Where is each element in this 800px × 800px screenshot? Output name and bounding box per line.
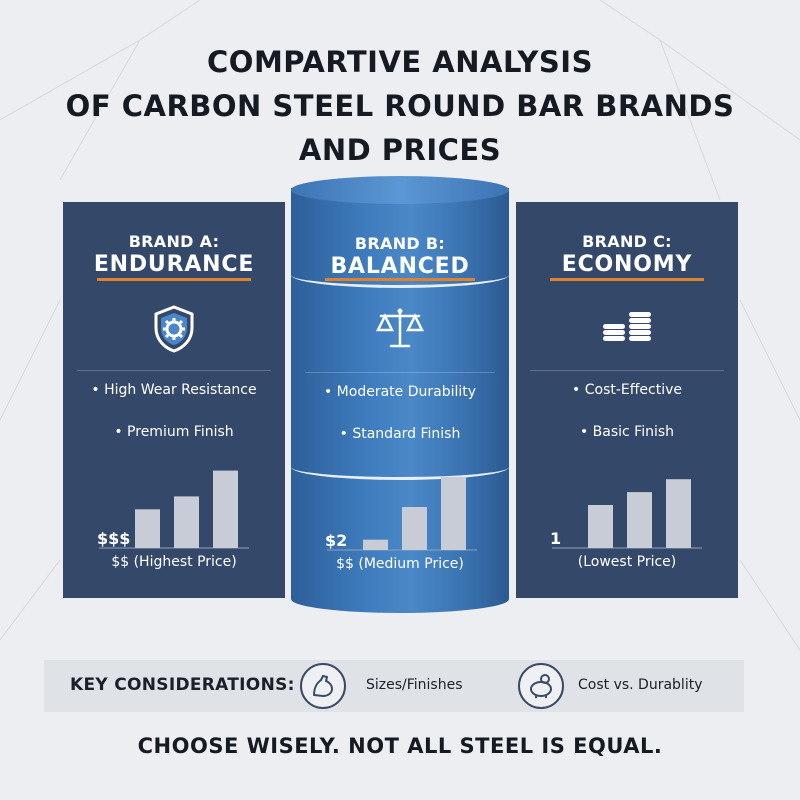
- brand-b-divider: [305, 372, 495, 373]
- footer-slogan: CHOOSE WISELY. NOT ALL STEEL IS EQUAL.: [137, 734, 663, 758]
- brand-b-price-label: $$ (Medium Price): [336, 556, 464, 572]
- key-considerations-label: KEY CONSIDERATIONS:: [70, 675, 295, 695]
- title-line-1: COMPARTIVE ANALYSIS: [207, 45, 593, 79]
- price-bar-3: [213, 470, 238, 548]
- brand-c-underline: [550, 278, 704, 281]
- brand-a-feature-2: • Premium Finish: [114, 424, 234, 440]
- brand-c-feature-2: • Basic Finish: [579, 424, 675, 440]
- piggy-bank-icon: [518, 663, 564, 709]
- title-line-2: OF CARBON STEEL ROUND BAR BRANDS: [65, 89, 735, 123]
- brand-a-divider: [77, 370, 271, 371]
- price-bar-1: [588, 505, 613, 548]
- price-symbol: 1: [550, 529, 561, 548]
- key-considerations-bar: KEY CONSIDERATIONS: Sizes/Finishes Cost …: [44, 660, 744, 712]
- brand-b-panel: BRAND B: BALANCED • Moderate Durability …: [291, 204, 509, 600]
- price-bar-2: [402, 507, 427, 550]
- flexed-arm-icon: [300, 663, 346, 709]
- title-line-3: AND PRICES: [298, 133, 502, 167]
- brand-c-price-chart: 1: [550, 479, 702, 549]
- brand-a-name: BRAND A:: [128, 232, 220, 251]
- brand-b-underline: [325, 278, 475, 281]
- scale-icon: [375, 308, 425, 348]
- page-title: COMPARTIVE ANALYSIS OF CARBON STEEL ROUN…: [0, 40, 800, 172]
- key-item-cost: Cost vs. Durablity: [578, 677, 703, 693]
- brand-c-panel: BRAND C: ECONOMY • Cost-Effective • Basi…: [516, 202, 738, 598]
- price-symbol: $$$: [97, 529, 130, 548]
- cylinder-band-upper: [291, 262, 509, 288]
- coin-stacks-icon: [603, 312, 651, 341]
- brand-a-panel: BRAND A: ENDURANCE • High Wear Resistanc…: [63, 202, 285, 598]
- brand-c-tag: ECONOMY: [561, 252, 693, 277]
- brand-c-feature-1: • Cost-Effective: [572, 382, 682, 398]
- brand-b-price-chart: $2: [325, 476, 477, 551]
- price-bar-1: [363, 539, 388, 550]
- cylinder-band-lower: [291, 454, 509, 480]
- price-symbol: $2: [325, 531, 347, 550]
- price-bar-2: [174, 496, 199, 548]
- brand-c-divider: [530, 370, 724, 371]
- brand-b-tag: BALANCED: [330, 254, 470, 279]
- brand-b-cylinder: [291, 188, 509, 613]
- brand-a-price-label: $$ (Highest Price): [111, 554, 237, 570]
- price-bar-3: [441, 476, 466, 550]
- brand-c-price-label: (Lowest Price): [577, 554, 677, 570]
- brand-b-cylinder-top: [291, 176, 509, 204]
- price-bar-3: [666, 479, 691, 548]
- brand-b-feature-2: • Standard Finish: [339, 426, 461, 442]
- brand-a-underline: [97, 278, 251, 281]
- shield-gear-icon: [154, 305, 194, 353]
- price-bar-2: [627, 492, 652, 548]
- price-bar-1: [135, 509, 160, 548]
- brand-b-feature-1: • Moderate Durability: [323, 384, 477, 400]
- brand-b-name: BRAND B:: [354, 234, 446, 253]
- key-item-sizes: Sizes/Finishes: [366, 677, 463, 693]
- brand-a-price-chart: $$$: [97, 470, 249, 549]
- brand-a-feature-1: • High Wear Resistance: [91, 382, 257, 398]
- brand-c-name: BRAND C:: [582, 232, 672, 251]
- brand-a-tag: ENDURANCE: [93, 252, 255, 277]
